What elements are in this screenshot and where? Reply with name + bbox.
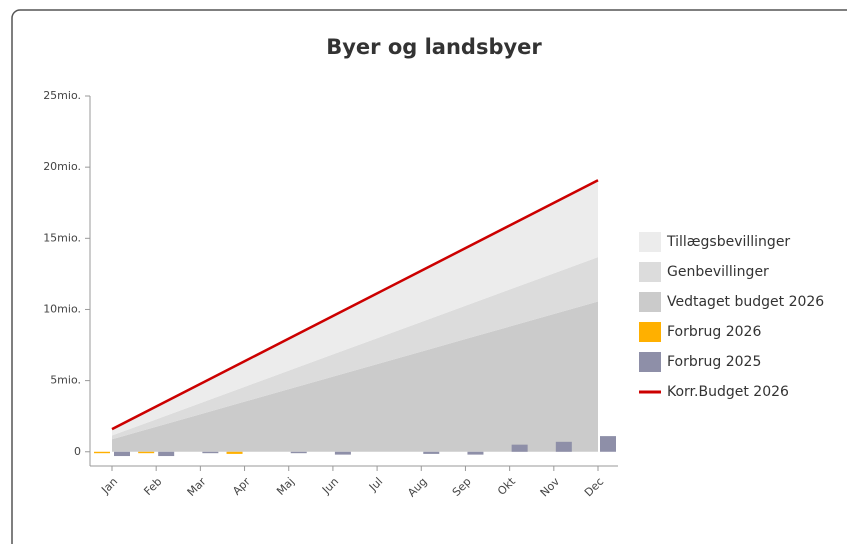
y-tick-label: 0 — [74, 445, 81, 458]
legend-label: Genbevillinger — [667, 264, 769, 280]
bar — [600, 436, 616, 452]
line — [111, 179, 599, 431]
legend-label: Tillægsbevillinger — [666, 234, 790, 250]
bar — [138, 451, 155, 454]
bar — [202, 451, 219, 454]
bar — [226, 451, 243, 454]
bar — [467, 451, 484, 455]
area — [112, 257, 598, 440]
legend-label: Korr.Budget 2026 — [667, 384, 789, 400]
area — [112, 180, 598, 436]
bar — [290, 451, 307, 454]
legend-swatch — [639, 352, 661, 372]
legend-label: Forbrug 2026 — [667, 324, 761, 340]
bar — [158, 451, 175, 457]
legend-label: Vedtaget budget 2026 — [667, 294, 824, 310]
y-tick-label: 15mio. — [43, 231, 81, 244]
legend-swatch — [639, 322, 661, 342]
y-tick-label: 20mio. — [43, 160, 81, 173]
y-tick-label: 25mio. — [43, 89, 81, 102]
y-tick-label: 5mio. — [50, 374, 81, 387]
bar — [94, 451, 110, 454]
legend-label: Forbrug 2025 — [667, 354, 761, 370]
chart-title: Byer og landsbyer — [326, 35, 542, 59]
bar — [511, 444, 528, 452]
area — [112, 301, 598, 452]
bar — [334, 451, 351, 455]
legend-swatch — [639, 262, 661, 282]
legend-swatch — [639, 292, 661, 312]
bar — [555, 441, 572, 452]
y-tick-label: 10mio. — [43, 302, 81, 315]
bar — [114, 451, 130, 457]
legend-swatch — [639, 232, 661, 252]
bar — [423, 451, 440, 454]
